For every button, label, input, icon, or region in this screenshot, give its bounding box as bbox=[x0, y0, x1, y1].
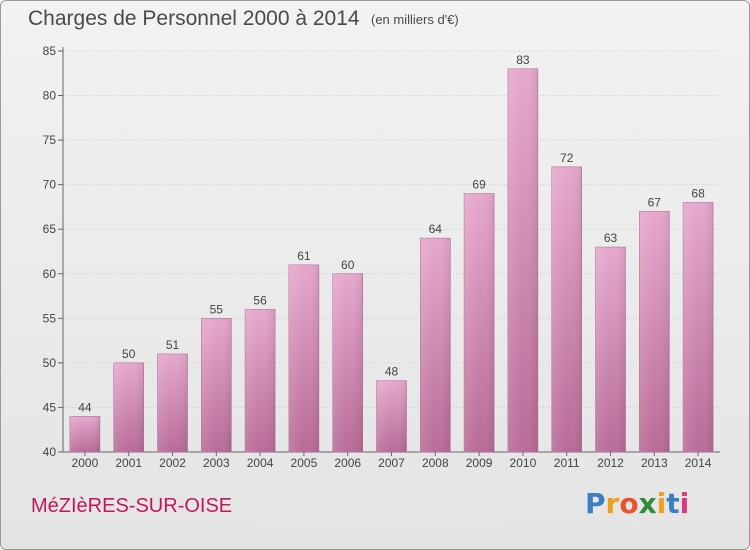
x-tick-label-2000: 2000 bbox=[72, 456, 99, 470]
y-tick-label: 40 bbox=[43, 445, 57, 459]
logo-letter: t bbox=[666, 487, 680, 520]
bar-shade-2002 bbox=[157, 353, 188, 452]
y-tick-label: 65 bbox=[43, 222, 57, 236]
chart-title: Charges de Personnel 2000 à 2014 bbox=[28, 7, 360, 30]
bar-shade-2012 bbox=[595, 247, 626, 452]
x-tick-label-2006: 2006 bbox=[334, 456, 361, 470]
value-label-2005: 61 bbox=[297, 249, 311, 263]
logo-letter: o bbox=[619, 487, 639, 520]
value-label-2002: 51 bbox=[166, 338, 180, 352]
value-label-2009: 69 bbox=[472, 178, 486, 192]
value-label-2000: 44 bbox=[78, 400, 92, 414]
bar-shade-2001 bbox=[113, 362, 144, 452]
value-label-2003: 55 bbox=[210, 302, 224, 316]
y-tick-label: 70 bbox=[43, 178, 57, 192]
value-label-2001: 50 bbox=[122, 347, 136, 361]
bar-shade-2005 bbox=[288, 264, 319, 452]
y-tick-label: 75 bbox=[43, 133, 57, 147]
y-tick-label: 85 bbox=[43, 44, 57, 58]
x-tick-label-2009: 2009 bbox=[466, 456, 493, 470]
logo-letter: P bbox=[585, 487, 606, 520]
bar-shade-2004 bbox=[245, 309, 276, 452]
value-label-2008: 64 bbox=[429, 222, 443, 236]
x-tick-label-2013: 2013 bbox=[641, 456, 668, 470]
x-tick-label-2007: 2007 bbox=[378, 456, 405, 470]
bar-shade-2009 bbox=[464, 193, 495, 453]
y-tick-label: 60 bbox=[43, 267, 57, 281]
bar-shade-2013 bbox=[639, 211, 670, 452]
logo-letter: i bbox=[679, 487, 690, 520]
bar-shade-2007 bbox=[376, 380, 407, 452]
town-name: MéZIèRES-SUR-OISE bbox=[31, 495, 233, 517]
y-tick-label: 55 bbox=[43, 311, 57, 325]
value-label-2012: 63 bbox=[604, 231, 618, 245]
x-tick-label-2008: 2008 bbox=[422, 456, 449, 470]
value-label-2010: 83 bbox=[516, 53, 530, 67]
bar-shade-2000 bbox=[69, 416, 100, 452]
bar-shade-2014 bbox=[683, 202, 714, 452]
x-tick-label-2004: 2004 bbox=[247, 456, 274, 470]
y-tick-label: 80 bbox=[43, 89, 57, 103]
bar-shade-2011 bbox=[551, 166, 582, 452]
logo-letter: x bbox=[638, 487, 657, 520]
proxiti-logo: Proxiti bbox=[585, 487, 689, 520]
x-tick-label-2005: 2005 bbox=[291, 456, 318, 470]
value-label-2013: 67 bbox=[648, 195, 662, 209]
x-tick-label-2012: 2012 bbox=[597, 456, 624, 470]
value-label-2004: 56 bbox=[253, 293, 267, 307]
x-tick-label-2001: 2001 bbox=[115, 456, 142, 470]
x-tick-label-2002: 2002 bbox=[159, 456, 186, 470]
value-label-2006: 60 bbox=[341, 258, 355, 272]
x-tick-label-2003: 2003 bbox=[203, 456, 230, 470]
logo-letter: i bbox=[656, 487, 667, 520]
logo-letter: r bbox=[605, 487, 620, 520]
bar-shade-2006 bbox=[332, 273, 363, 452]
bar-shade-2003 bbox=[201, 318, 232, 452]
bar-shade-2008 bbox=[420, 238, 451, 452]
y-tick-label: 45 bbox=[43, 400, 57, 414]
y-tick-label: 50 bbox=[43, 356, 57, 370]
x-tick-label-2011: 2011 bbox=[554, 456, 580, 470]
value-label-2007: 48 bbox=[385, 365, 399, 379]
value-label-2011: 72 bbox=[560, 151, 574, 165]
bar-shade-2010 bbox=[507, 68, 538, 453]
x-tick-label-2010: 2010 bbox=[510, 456, 537, 470]
chart-subtitle: (en milliers d'€) bbox=[371, 12, 459, 27]
x-tick-label-2014: 2014 bbox=[685, 456, 712, 470]
value-label-2014: 68 bbox=[691, 186, 705, 200]
